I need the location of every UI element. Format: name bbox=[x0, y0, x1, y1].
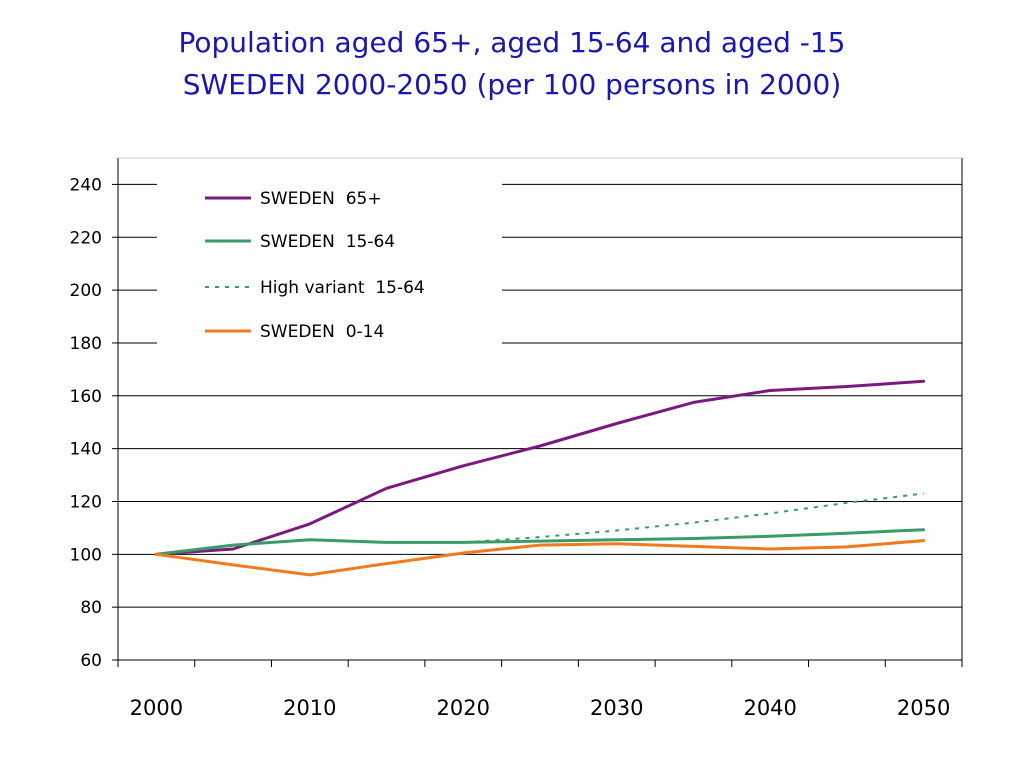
x-tick-label: 2010 bbox=[283, 696, 336, 720]
legend: SWEDEN 65+ SWEDEN 15-64 High variant 15-64… bbox=[205, 189, 425, 342]
chart-title-line-1: Population aged 65+, aged 15-64 and aged… bbox=[178, 26, 846, 59]
y-tick-label: 140 bbox=[70, 440, 102, 460]
legend-label: High variant 15-64 bbox=[260, 278, 425, 298]
x-tick-label: 2000 bbox=[130, 696, 183, 720]
series-line-high-variant-15-64 bbox=[156, 492, 924, 556]
x-tick-label: 2020 bbox=[437, 696, 490, 720]
series-layer bbox=[154, 379, 926, 577]
x-tick-label: 2030 bbox=[590, 696, 643, 720]
y-tick-label: 80 bbox=[80, 598, 102, 618]
y-tick-label: 60 bbox=[80, 651, 102, 671]
legend-label: SWEDEN 65+ bbox=[260, 189, 382, 209]
y-tick-label: 100 bbox=[70, 545, 102, 565]
y-tick-label: 200 bbox=[70, 281, 102, 301]
y-tick-label: 160 bbox=[70, 387, 102, 407]
series-line-sweden-15-64 bbox=[154, 528, 926, 556]
series-line-sweden-0-14 bbox=[154, 539, 926, 577]
legend-label: SWEDEN 15-64 bbox=[260, 232, 395, 252]
x-tick-label: 2040 bbox=[743, 696, 796, 720]
grid-layer bbox=[118, 183, 962, 661]
chart-title: Population aged 65+, aged 15-64 and aged… bbox=[0, 22, 1024, 106]
legend-label: SWEDEN 0-14 bbox=[260, 322, 384, 342]
y-tick-label: 240 bbox=[70, 175, 102, 195]
y-tick-label: 180 bbox=[70, 334, 102, 354]
y-tick-label: 220 bbox=[70, 228, 102, 248]
axis-layer: 60 80 100 120 140 160 180 200 220 240 2000 2010 2020… bbox=[70, 157, 963, 720]
x-tick-label: 2050 bbox=[897, 696, 950, 720]
y-tick-label: 120 bbox=[70, 492, 102, 512]
series-line-sweden-65 bbox=[154, 379, 926, 556]
chart-title-line-2: SWEDEN 2000-2050 (per 100 persons in 200… bbox=[182, 68, 842, 101]
